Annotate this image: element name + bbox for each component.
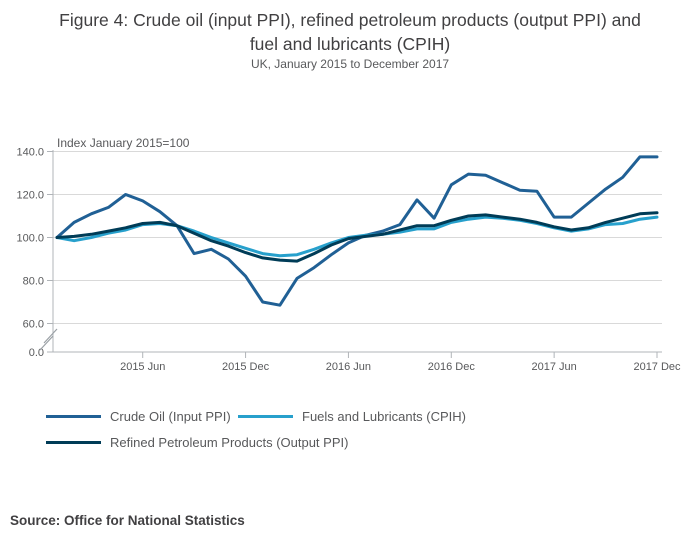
y-tick-label-100: 100.0 <box>16 233 44 245</box>
source-note: Source: Office for National Statistics <box>10 513 245 528</box>
axis-break-mark-lower <box>39 335 54 351</box>
fuels-lubricants-line-swatch <box>238 415 293 418</box>
legend-label-refined-petroleum: Refined Petroleum Products (Output PPI) <box>110 435 349 450</box>
x-tick-label-2017-Jun: 2017 Jun <box>532 361 577 373</box>
x-tick-label-2016-Dec: 2016 Dec <box>428 361 476 373</box>
refined-petroleum-line-swatch <box>46 441 101 444</box>
y-tick-label-60: 60.0 <box>23 319 44 331</box>
legend-item-fuels-lubricants: Fuels and Lubricants (CPIH) <box>238 409 466 424</box>
legend-item-refined-petroleum: Refined Petroleum Products (Output PPI) <box>46 435 348 450</box>
x-tick-label-2015-Dec: 2015 Dec <box>222 361 270 373</box>
x-tick-label-2015-Jun: 2015 Jun <box>120 361 165 373</box>
figure-title-line1: Figure 4: Crude oil (input PPI), refined… <box>59 10 641 30</box>
series-line-crude-oil-input-ppi <box>55 155 659 307</box>
legend-row-1: Crude Oil (Input PPI) Fuels and Lubrican… <box>46 406 666 427</box>
legend-label-crude-oil: Crude Oil (Input PPI) <box>110 409 231 424</box>
axis-break-mark-upper <box>43 328 58 344</box>
legend-label-fuels-lubricants: Fuels and Lubricants (CPIH) <box>302 409 467 424</box>
axis-note: Index January 2015=100 <box>57 136 190 150</box>
x-tick-label-2017-Dec: 2017 Dec <box>633 361 681 373</box>
y-tick-label-140: 140.0 <box>16 147 44 159</box>
figure-title-line2: fuel and lubricants (CPIH) <box>249 34 451 54</box>
legend-item-crude-oil: Crude Oil (Input PPI) <box>46 409 238 424</box>
y-tick-label-120: 120.0 <box>16 190 44 202</box>
chart-legend: Crude Oil (Input PPI) Fuels and Lubrican… <box>46 406 666 458</box>
legend-row-2: Refined Petroleum Products (Output PPI) <box>46 432 666 453</box>
figure-title: Figure 4: Crude oil (input PPI), refined… <box>0 8 700 56</box>
crude-oil-line-swatch <box>46 415 101 418</box>
x-tick-label-2016-Jun: 2016 Jun <box>326 361 371 373</box>
series-line-refined-petroleum-products-output-ppi <box>55 211 659 263</box>
figure-subtitle: UK, January 2015 to December 2017 <box>250 57 450 71</box>
y-tick-label-80: 80.0 <box>23 276 44 288</box>
